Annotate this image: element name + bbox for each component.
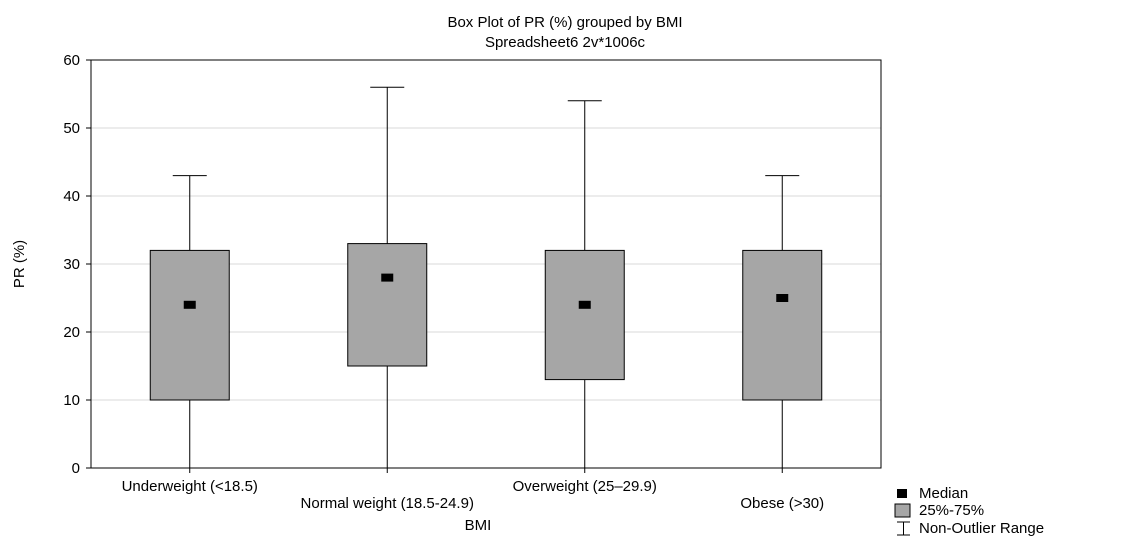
median-marker <box>776 294 789 302</box>
legend-range-swatch <box>897 521 910 536</box>
x-axis-label: BMI <box>465 517 492 534</box>
boxes <box>149 86 823 468</box>
box-group <box>742 175 823 468</box>
median-marker <box>381 273 394 282</box>
box-group <box>544 100 625 468</box>
legend-median-label: Median <box>919 485 968 502</box>
x-axis-ticks: Underweight (<18.5) Normal weight (18.5-2… <box>122 468 824 512</box>
y-tick-label: 10 <box>63 392 80 409</box>
x-tick-label: Overweight (25–29.9) <box>513 478 657 495</box>
legend-median-swatch <box>897 489 907 498</box>
x-tick-label: Obese (>30) <box>740 495 824 512</box>
x-tick-label: Underweight (<18.5) <box>122 478 258 495</box>
box-group <box>347 86 428 468</box>
legend-box-swatch <box>894 503 911 518</box>
box-group <box>149 175 230 468</box>
legend: Median 25%-75% Non-Outlier Range <box>894 485 1044 537</box>
legend-range-label: Non-Outlier Range <box>919 520 1044 537</box>
y-tick-label: 0 <box>72 460 80 477</box>
iqr-box <box>742 249 823 401</box>
legend-box-label: 25%-75% <box>919 502 984 519</box>
median-marker <box>578 300 591 309</box>
y-axis-ticks: 0 10 20 30 40 50 60 <box>63 52 91 477</box>
median-marker <box>183 300 196 309</box>
y-tick-label: 20 <box>63 324 80 341</box>
y-tick-label: 50 <box>63 120 80 137</box>
y-tick-label: 60 <box>63 52 80 69</box>
chart-title: Box Plot of PR (%) grouped by BMI <box>447 14 682 31</box>
iqr-box <box>149 249 230 401</box>
iqr-box <box>347 243 428 367</box>
y-tick-label: 30 <box>63 256 80 273</box>
y-axis-label: PR (%) <box>11 240 28 288</box>
iqr-box <box>544 249 625 381</box>
x-tick-label: Normal weight (18.5-24.9) <box>301 495 474 512</box>
y-tick-label: 40 <box>63 188 80 205</box>
chart-subtitle: Spreadsheet6 2v*1006c <box>485 34 646 51</box>
